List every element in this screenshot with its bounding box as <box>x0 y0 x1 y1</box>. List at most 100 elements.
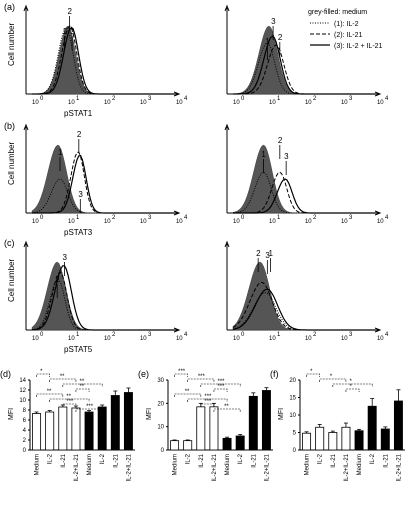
x-axis-arrow <box>173 327 181 333</box>
x-tick-label: IL-2 <box>370 453 376 464</box>
x-tick-exponent: 4 <box>184 96 188 102</box>
x-tick-label: IL-21 <box>113 453 119 467</box>
x-tick-label: Medium <box>87 454 93 475</box>
y-tick-label: 2 <box>23 438 27 444</box>
x-tick-label: 103 <box>140 332 152 342</box>
x-tick-exponent: 4 <box>184 215 188 221</box>
bar <box>209 406 219 451</box>
x-axis-arrow <box>374 210 382 216</box>
peak-label-3: 3 <box>78 190 83 199</box>
y-tick-label: 10 <box>157 425 164 431</box>
x-tick-label: Medium <box>225 454 231 475</box>
y-tick-label: 15 <box>289 396 296 402</box>
x-tick-base: 10 <box>140 100 147 106</box>
y-tick-label: 8 <box>23 408 27 414</box>
y-axis-arrow <box>23 4 29 12</box>
y-tick-label: 14 <box>19 378 26 384</box>
x-tick-exponent: 2 <box>112 332 116 338</box>
x-tick-label: 102 <box>305 215 317 225</box>
medium-filled-histogram <box>32 25 176 95</box>
x-tick-label: IL-21 <box>383 453 389 467</box>
x-tick-exponent: 0 <box>40 96 44 102</box>
bar <box>354 430 364 451</box>
x-tick-base: 10 <box>269 100 276 106</box>
histogram-curve-dashed <box>233 44 377 95</box>
x-tick-label: 104 <box>377 332 389 342</box>
panel-label: (d) <box>0 369 11 379</box>
y-tick-label: 5 <box>293 431 297 437</box>
y-axis-arrow <box>224 4 230 12</box>
x-tick-exponent: 1 <box>76 332 80 338</box>
x-tick-label: 100 <box>32 96 44 106</box>
x-tick-base: 10 <box>341 219 348 225</box>
significance-label: *** <box>198 374 206 380</box>
bar <box>315 426 325 451</box>
x-tick-label: 103 <box>341 215 353 225</box>
x-tick-label: Medium <box>173 454 179 475</box>
bar <box>367 405 377 451</box>
histogram-curve-solid <box>233 178 377 214</box>
medium-filled-histogram <box>31 144 176 214</box>
bar <box>328 432 338 451</box>
panel-a: (a)Cell number10010110210310412310010110… <box>4 2 389 118</box>
significance-bracket <box>332 383 373 387</box>
x-tick-label: IL-2+IL-21 <box>396 453 402 481</box>
panel-e: (e) 0 10 20 30 MFI Medium IL-2 IL-21 IL-2+IL-21 Me… <box>138 369 273 482</box>
significance-label: *** <box>178 369 186 375</box>
bar <box>302 432 312 451</box>
x-tick-base: 10 <box>377 219 384 225</box>
x-tick-label: IL-21 <box>61 453 67 467</box>
y-tick-label: 12 <box>19 388 26 394</box>
x-tick-base: 10 <box>269 219 276 225</box>
legend-item: (1): IL-2 <box>334 21 359 28</box>
x-tick-base: 10 <box>377 336 384 342</box>
significance-bracket <box>174 393 202 397</box>
significance-label: * <box>350 384 353 390</box>
y-tick-label: 0 <box>293 448 297 454</box>
x-axis-arrow <box>173 210 181 216</box>
significance-label: *** <box>218 379 226 385</box>
x-tick-label: IL-21 <box>199 453 205 467</box>
x-tick-exponent: 2 <box>112 215 116 221</box>
x-tick-base: 10 <box>32 219 39 225</box>
panel-label: (a) <box>4 2 15 12</box>
x-tick-label: 103 <box>341 96 353 106</box>
x-tick-base: 10 <box>305 336 312 342</box>
x-tick-label: 104 <box>176 215 188 225</box>
bar <box>110 395 120 451</box>
significance-bracket <box>200 383 241 387</box>
x-tick-exponent: 0 <box>40 332 44 338</box>
y-axis-arrow <box>23 240 29 248</box>
panel-label: (b) <box>4 121 15 131</box>
bar <box>222 437 232 451</box>
significance-label: *** <box>86 404 94 410</box>
significance-bracket <box>306 373 320 377</box>
peak-label-1: 1 <box>261 150 266 159</box>
x-tick-label: 102 <box>104 215 116 225</box>
x-tick-exponent: 3 <box>349 215 353 221</box>
x-tick-base: 10 <box>68 336 75 342</box>
peak-label-1: 1 <box>58 148 63 157</box>
panel-b: (b)Cell number10010110210310412310010110… <box>4 121 389 237</box>
y-axis-label: MFI <box>278 408 285 420</box>
peak-label-2: 2 <box>67 7 72 16</box>
histogram-curve-solid <box>32 154 176 214</box>
panel-label: (c) <box>4 238 15 248</box>
x-tick-base: 10 <box>32 100 39 106</box>
y-tick-label: 20 <box>157 401 164 407</box>
x-tick-base: 10 <box>233 336 240 342</box>
x-tick-exponent: 1 <box>277 96 281 102</box>
x-tick-label: 104 <box>176 332 188 342</box>
bar <box>380 428 390 451</box>
y-axis-arrow <box>224 240 230 248</box>
x-tick-label: 101 <box>68 96 80 106</box>
x-tick-base: 10 <box>32 336 39 342</box>
panel-label: (f) <box>270 369 279 379</box>
x-tick-label: IL-2+IL-21 <box>344 453 350 481</box>
panel-c: (c)Cell number10010110210310423100101102… <box>4 238 389 354</box>
x-tick-base: 10 <box>68 100 75 106</box>
y-axis-label: Cell number <box>7 259 16 302</box>
